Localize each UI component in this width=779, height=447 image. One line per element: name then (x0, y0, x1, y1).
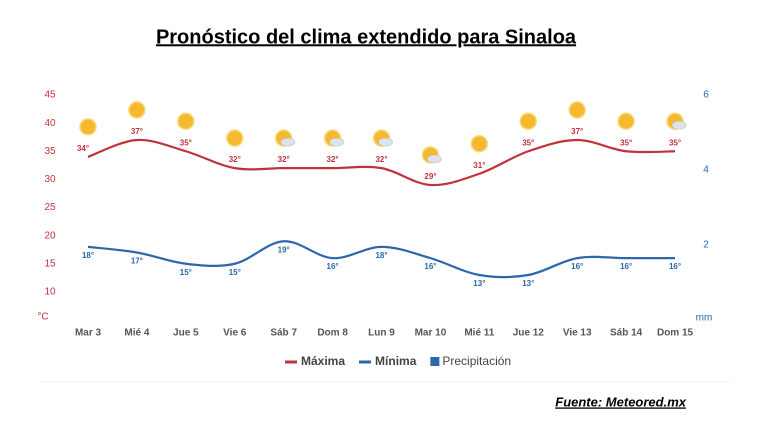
x-tick-label: Dom 15 (657, 328, 694, 339)
value-label: 16° (327, 262, 339, 271)
value-label: 35° (180, 138, 192, 147)
sun-icon (226, 129, 244, 147)
cloud-icon (671, 120, 687, 130)
value-label: 13° (473, 279, 485, 288)
y-tick-label: 10 (44, 287, 56, 298)
value-label: 16° (571, 262, 583, 271)
sun-icon (568, 101, 586, 119)
value-label: 32° (229, 155, 241, 164)
value-label: 37° (571, 127, 583, 136)
x-tick-label: Sáb 7 (270, 328, 297, 339)
x-tick-label: Mié 11 (464, 328, 494, 339)
legend-label: Mínima (375, 354, 417, 368)
y-tick-label: 45 (44, 90, 56, 101)
y2-axis-label: mm (696, 313, 713, 324)
x-tick-label: Vie 13 (563, 328, 592, 339)
value-label: 29° (424, 172, 436, 181)
x-tick-label: Lun 9 (368, 328, 395, 339)
y-tick-label: 30 (44, 174, 56, 185)
value-label: 34° (77, 144, 89, 153)
sun-icon (519, 112, 538, 130)
x-tick-label: Jue 5 (173, 328, 199, 339)
cloud-icon (280, 137, 295, 147)
x-tick-label: Mar 3 (75, 328, 102, 339)
x-tick-label: Vie 6 (223, 328, 247, 339)
x-tick-label: Jue 12 (513, 328, 545, 339)
chart-title: Pronóstico del clima extendido para Sina… (156, 26, 577, 48)
cloud-icon (378, 137, 393, 147)
value-label: 15° (229, 268, 241, 277)
legend-swatch (430, 357, 440, 366)
x-tick-label: Mié 4 (124, 328, 149, 339)
sun-icon (617, 112, 635, 130)
value-label: 16° (620, 262, 632, 271)
value-label: 16° (424, 262, 436, 271)
value-label: 15° (180, 268, 192, 277)
value-label: 35° (522, 138, 534, 147)
value-label: 18° (82, 251, 94, 260)
value-label: 32° (327, 155, 339, 164)
value-label: 37° (131, 127, 143, 136)
line-0 (87, 138, 676, 187)
value-label: 19° (278, 245, 290, 254)
value-label: 16° (669, 262, 681, 271)
value-label: 17° (131, 257, 143, 266)
y-tick-label: 20 (44, 230, 56, 241)
cloud-icon (329, 137, 344, 147)
sun-icon (470, 135, 489, 153)
sun-icon (79, 118, 97, 136)
value-label: 18° (375, 251, 387, 260)
y-tick-label: 15 (44, 258, 56, 269)
sun-icon (128, 101, 146, 119)
y-tick-label: 25 (44, 202, 56, 213)
y2-tick-label: 6 (703, 90, 709, 101)
x-tick-label: Mar 10 (415, 328, 447, 339)
y-tick-label: 35 (44, 146, 56, 157)
value-label: 35° (620, 138, 632, 147)
value-label: 31° (473, 161, 485, 170)
value-label: 35° (669, 138, 681, 147)
y2-tick-label: 4 (703, 165, 709, 176)
value-label: 13° (522, 279, 534, 288)
legend-label: Precipitación (442, 354, 511, 368)
value-label: 32° (278, 155, 290, 164)
x-tick-label: Sáb 14 (610, 328, 643, 339)
legend-label: Máxima (301, 354, 345, 368)
sun-icon (177, 112, 195, 130)
cloud-icon (427, 154, 442, 164)
y-tick-label: 40 (44, 118, 56, 129)
value-label: 32° (375, 155, 387, 164)
y-axis-label: °C (37, 312, 48, 323)
y2-tick-label: 2 (703, 240, 709, 251)
line-1 (87, 240, 676, 279)
x-tick-label: Dom 8 (317, 328, 348, 339)
source: Fuente: Meteored.mx (555, 394, 687, 409)
